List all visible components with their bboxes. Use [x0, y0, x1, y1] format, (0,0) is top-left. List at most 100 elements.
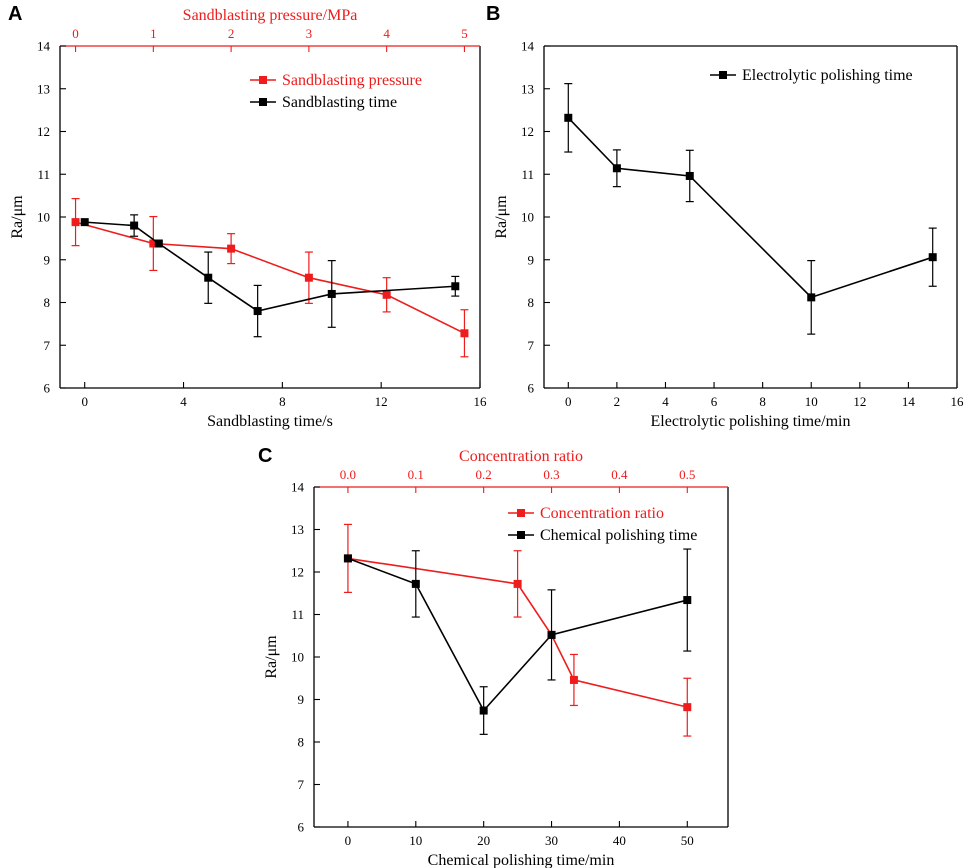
y-tick-label: 6 [44, 381, 51, 396]
x-tick-label: 16 [951, 394, 965, 409]
data-point [227, 244, 236, 253]
top-tick-label: 0.3 [543, 467, 559, 482]
legend: Concentration ratio Chemical polishing ti… [508, 505, 697, 544]
x-tick-label: 0 [81, 394, 88, 409]
y-tick-label: 14 [291, 480, 305, 495]
x-tick-label: 0 [345, 833, 352, 848]
legend-marker [719, 71, 727, 79]
y-tick-label: 14 [37, 39, 51, 54]
y-tick-label: 8 [298, 735, 305, 750]
x-tick-label: 2 [614, 394, 621, 409]
y-tick-label: 12 [291, 565, 304, 580]
y-tick-label: 11 [521, 167, 534, 182]
legend-marker [517, 531, 525, 539]
series-electrolytic-polishing-time [564, 83, 937, 335]
data-point [253, 307, 262, 316]
panel-letter: C [258, 445, 272, 467]
data-point [513, 579, 522, 588]
y-tick-label: 12 [37, 124, 50, 139]
legend-label: Sandblasting time [282, 94, 397, 111]
x-tick-label: 10 [805, 394, 818, 409]
series-sandblasting-pressure [71, 198, 469, 358]
legend-label: Concentration ratio [540, 505, 664, 522]
chart-panel-b: B 0 2 4 6 8 10 12 14 16 6 7 8 9 10 11 12 13 14 Electrolytic… [486, 3, 964, 430]
y-tick-label: 11 [291, 607, 304, 622]
legend-label: Sandblasting pressure [282, 72, 422, 89]
x-tick-label: 20 [477, 833, 490, 848]
data-point [685, 171, 694, 180]
data-point [327, 289, 336, 298]
x-tick-label: 4 [662, 394, 669, 409]
data-point [569, 675, 578, 684]
data-point [149, 239, 158, 248]
y-tick-label: 7 [528, 338, 535, 353]
data-point [343, 554, 352, 563]
top-axis-title: Concentration ratio [459, 448, 583, 465]
legend-marker [517, 509, 525, 517]
top-axis-title: Sandblasting pressure/MPa [183, 7, 358, 24]
series-line [75, 221, 465, 334]
top-tick-label: 3 [306, 26, 313, 41]
x-tick-label: 30 [545, 833, 558, 848]
x-tick-label: 6 [711, 394, 718, 409]
y-tick-label: 8 [528, 295, 535, 310]
top-tick-label: 0.4 [611, 467, 628, 482]
y-tick-label: 9 [298, 692, 305, 707]
y-tick-label: 9 [528, 252, 535, 267]
x-tick-label: 12 [375, 394, 388, 409]
legend-label: Electrolytic polishing time [742, 67, 913, 84]
data-point [683, 703, 692, 712]
top-tick-label: 5 [461, 26, 468, 41]
data-point [411, 579, 420, 588]
y-tick-label: 8 [44, 295, 51, 310]
chart-panel-c: C 0 10 20 30 40 50 6 7 8 9 10 11 12 13 14 0.0 0.1 0.2 0.3 0.… [258, 445, 729, 868]
x-tick-label: 4 [180, 394, 187, 409]
top-tick-label: 0.2 [476, 467, 492, 482]
y-tick-label: 14 [521, 39, 535, 54]
y-tick-label: 10 [291, 650, 304, 665]
data-point [130, 221, 139, 230]
x-tick-label: 50 [681, 833, 694, 848]
legend-marker [259, 98, 267, 106]
legend-marker [259, 76, 267, 84]
series-chemical-polishing-time [343, 548, 692, 735]
data-point [928, 253, 937, 262]
y-tick-label: 7 [44, 338, 51, 353]
x-tick-label: 16 [474, 394, 488, 409]
series-sandblasting-time [80, 214, 460, 338]
y-tick-label: 13 [291, 522, 304, 537]
data-point [304, 273, 313, 282]
x-tick-label: 8 [279, 394, 286, 409]
top-tick-label: 2 [228, 26, 235, 41]
top-tick-label: 4 [383, 26, 390, 41]
x-tick-label: 0 [565, 394, 572, 409]
data-point [451, 282, 460, 291]
x-tick-label: 8 [759, 394, 766, 409]
series-line [567, 117, 933, 299]
top-tick-label: 0.5 [679, 467, 695, 482]
series-line [84, 221, 456, 312]
y-tick-label: 6 [298, 820, 305, 835]
data-point [460, 329, 469, 338]
legend: Electrolytic polishing time [710, 67, 913, 84]
legend: Sandblasting pressure Sandblasting time [250, 72, 422, 111]
data-point [683, 596, 692, 605]
y-tick-label: 10 [521, 210, 534, 225]
data-point [564, 113, 573, 122]
y-tick-label: 10 [37, 210, 50, 225]
data-point [547, 630, 556, 639]
top-tick-label: 0.0 [340, 467, 356, 482]
top-tick-label: 0.1 [408, 467, 424, 482]
panel-letter: A [8, 3, 22, 25]
data-point [612, 164, 621, 173]
x-tick-label: 40 [613, 833, 626, 848]
y-tick-label: 7 [298, 777, 305, 792]
y-axis-title: Ra/μm [9, 195, 26, 239]
data-point [71, 218, 80, 227]
x-tick-label: 14 [902, 394, 916, 409]
y-tick-label: 6 [528, 381, 535, 396]
y-tick-label: 9 [44, 252, 51, 267]
data-point [80, 218, 89, 227]
